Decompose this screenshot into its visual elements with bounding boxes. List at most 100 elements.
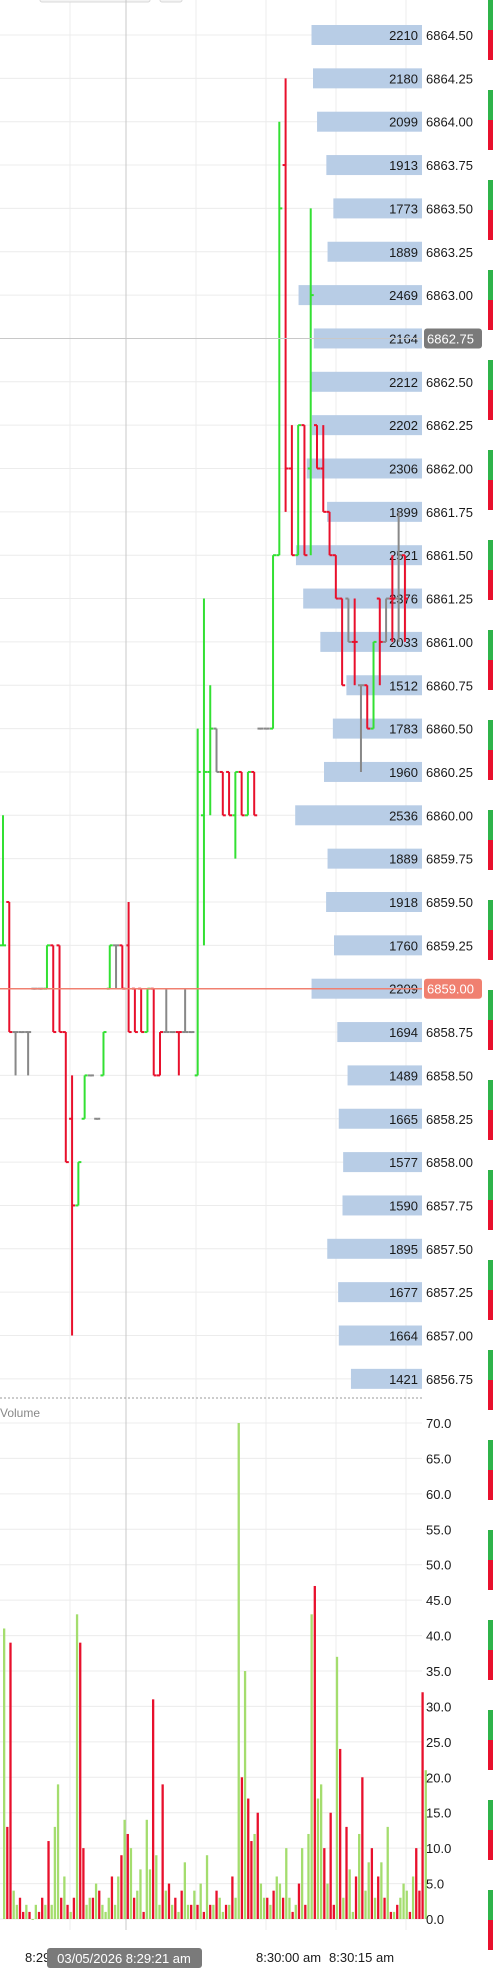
volume-bar <box>205 1855 209 1919</box>
price-axis-label: 6863.50 <box>426 201 473 216</box>
status-strip-segment <box>488 1590 493 1620</box>
volume-bar <box>183 1862 186 1919</box>
volume-bar <box>364 1890 367 1919</box>
volume-profile-bar <box>317 111 422 132</box>
volume-bar <box>316 1798 320 1919</box>
status-strip-segment <box>488 870 493 900</box>
status-strip-segment <box>488 750 493 780</box>
volume-profile-label: 2180 <box>389 71 418 86</box>
volume-axis-label: 55.0 <box>426 1522 451 1537</box>
volume-bar <box>386 1826 389 1919</box>
volume-bar <box>136 1890 139 1919</box>
status-strip-segment <box>488 900 493 930</box>
volume-profile-bar <box>346 675 422 696</box>
time-axis-label: 8:29 <box>25 1950 50 1965</box>
status-strip-segment <box>488 1740 493 1770</box>
volume-profile-bar <box>333 198 422 219</box>
volume-profile-bar <box>338 1325 422 1346</box>
toolbar-tool-button[interactable] <box>159 0 183 3</box>
volume-profile-bar <box>295 805 422 826</box>
status-strip-segment <box>488 1620 493 1650</box>
status-strip-segment <box>488 930 493 960</box>
volume-bar <box>342 1897 345 1919</box>
price-axis-label: 6858.75 <box>426 1025 473 1040</box>
status-strip-segment <box>488 1530 493 1560</box>
volume-bar <box>82 1848 85 1919</box>
volume-profile-label: 1489 <box>389 1068 418 1083</box>
volume-bar <box>98 1890 101 1919</box>
volume-bar <box>75 1614 79 1919</box>
volume-bar <box>85 1904 88 1919</box>
volume-bar <box>358 1833 361 1919</box>
volume-bar <box>250 1841 253 1919</box>
volume-profile-bar <box>338 1282 422 1303</box>
price-axis-label: 6863.75 <box>426 158 473 173</box>
volume-bar <box>15 1904 18 1919</box>
volume-title: Volume <box>0 1406 40 1420</box>
volume-bar <box>320 1784 323 1919</box>
status-strip-segment <box>488 300 493 330</box>
volume-bar <box>3 1628 6 1919</box>
volume-axis-label: 20.0 <box>426 1770 451 1785</box>
volume-bar <box>202 1911 206 1919</box>
status-strip-segment <box>488 660 493 690</box>
volume-bar <box>37 1911 41 1919</box>
volume-bar <box>151 1699 155 1919</box>
last-price-tag <box>424 978 482 999</box>
volume-bar <box>339 1748 342 1919</box>
volume-bar <box>145 1819 148 1919</box>
volume-bar <box>72 1897 76 1919</box>
volume-profile-label: 1889 <box>389 245 418 260</box>
volume-bar <box>253 1833 256 1919</box>
volume-bar <box>247 1798 250 1919</box>
status-strip-segment <box>488 510 493 540</box>
status-strip-segment <box>488 90 493 120</box>
price-axis-label: 6864.00 <box>426 115 473 130</box>
volume-bar <box>269 1904 272 1919</box>
volume-bar <box>402 1883 405 1919</box>
status-strip-segment <box>488 1710 493 1740</box>
volume-bar <box>215 1890 218 1919</box>
volume-bar <box>79 1642 82 1919</box>
status-strip-segment <box>488 1800 493 1830</box>
volume-bar <box>392 1911 396 1919</box>
volume-profile-bar <box>350 1368 422 1389</box>
volume-bar <box>415 1848 418 1919</box>
volume-bar <box>28 1911 31 1919</box>
volume-bar <box>34 1904 37 1919</box>
volume-bar <box>56 1784 60 1919</box>
volume-profile-label: 1664 <box>389 1329 418 1344</box>
status-strip-segment <box>488 1830 493 1860</box>
toolbar-button-group[interactable] <box>39 0 151 3</box>
volume-bar <box>297 1883 301 1919</box>
price-axis-label: 6864.25 <box>426 71 473 86</box>
volume-bar <box>148 1869 152 1919</box>
volume-profile-bar <box>327 848 422 869</box>
volume-bar <box>275 1876 278 1919</box>
volume-bar <box>228 1904 231 1919</box>
price-axis-label: 6864.50 <box>426 28 473 43</box>
status-strip-segment <box>488 1080 493 1110</box>
status-strip-segment <box>488 1200 493 1230</box>
volume-bar <box>218 1897 221 1919</box>
volume-bar <box>237 1423 240 1919</box>
volume-bar <box>243 1671 247 1919</box>
volume-bar <box>44 1904 47 1919</box>
status-strip-segment <box>488 180 493 210</box>
volume-bar <box>332 1904 335 1919</box>
volume-profile-label: 2376 <box>389 592 418 607</box>
volume-bar <box>180 1890 183 1919</box>
volume-profile-label: 2212 <box>389 375 418 390</box>
volume-bar <box>313 1585 316 1919</box>
price-axis-label: 6859.50 <box>426 895 473 910</box>
volume-bar <box>50 1904 53 1919</box>
volume-bar <box>367 1862 370 1919</box>
volume-profile-bar <box>327 1238 422 1259</box>
volume-bar <box>408 1911 412 1919</box>
price-axis-label: 6863.25 <box>426 245 473 260</box>
volume-profile-bar <box>313 68 422 89</box>
price-axis-label: 6857.50 <box>426 1242 473 1257</box>
time-axis-label: 8:30:00 am <box>256 1950 321 1965</box>
